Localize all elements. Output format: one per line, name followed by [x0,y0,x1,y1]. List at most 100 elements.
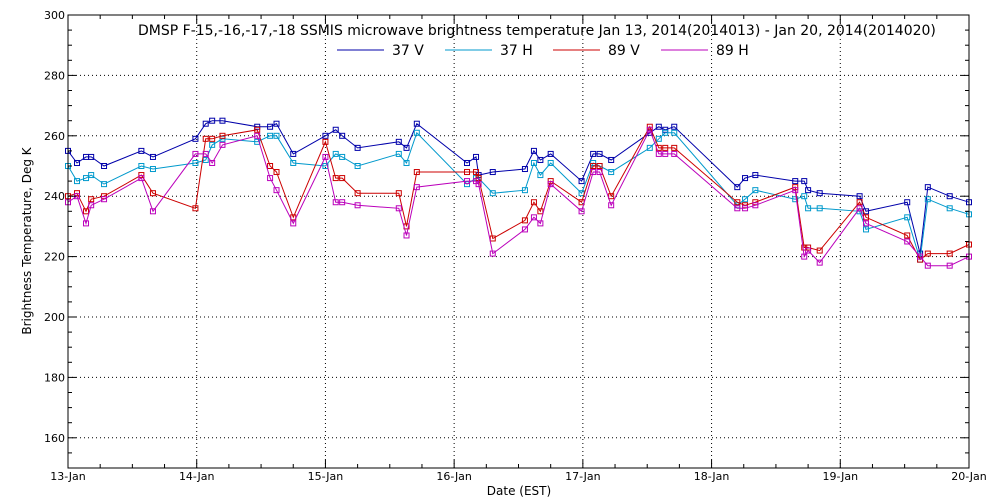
data-point [403,232,410,239]
data-point [322,153,329,160]
data-point [413,169,420,176]
data-point [734,184,741,191]
data-point [267,123,274,130]
data-point [219,117,226,124]
data-point [209,135,216,142]
data-point [946,205,953,212]
y-tick-label: 280 [44,69,65,82]
data-point [202,120,209,127]
data-point [801,193,808,200]
data-point [273,132,280,139]
data-point [267,132,274,139]
data-point [856,199,863,206]
data-point [547,150,554,157]
data-point [101,163,108,169]
data-point [322,132,329,139]
data-point [742,196,749,203]
data-point [149,153,156,160]
data-point [521,166,528,173]
legend-entry: 37 V [337,43,424,59]
data-point [202,135,209,142]
data-point [254,138,261,145]
data-point [290,220,297,227]
data-point [149,166,156,173]
data-point [209,141,216,148]
data-point [917,253,924,260]
data-point [219,141,226,148]
data-point [590,150,597,157]
data-point [395,150,402,157]
data-point [413,184,420,191]
data-point [332,126,339,133]
data-point [734,199,741,206]
data-point [856,193,863,200]
legend-entry: 89 H [661,43,749,59]
series-89-h [65,126,972,269]
data-point [590,163,597,169]
data-point [904,232,911,239]
data-point [254,126,261,133]
data-point [578,208,585,215]
y-tick-label: 200 [44,311,65,324]
x-tick-label: 18-Jan [694,470,730,483]
data-point [646,144,653,151]
data-point [801,244,808,251]
legend: 37 V 37 H 89 V 89 H [337,43,749,59]
y-tick-label: 240 [44,190,65,203]
data-point [655,135,662,142]
data-point [946,193,953,200]
data-point [74,178,81,185]
data-point [805,247,812,254]
data-point [254,123,261,130]
legend-entry: 89 V [553,43,640,59]
data-point [537,208,544,215]
data-point [273,187,280,194]
data-point [792,178,799,185]
data-point [578,178,585,185]
data-point [655,150,662,157]
data-point [734,205,741,212]
series-line [67,125,970,261]
data-point [267,175,274,182]
data-point [464,169,471,176]
series-37-v [65,117,972,257]
data-point [752,187,759,194]
data-point [413,120,420,127]
data-point [489,169,496,176]
data-point [608,169,615,176]
x-tick-label: 14-Jan [179,470,215,483]
data-point [138,147,145,154]
data-point [88,172,95,179]
data-point [537,172,544,179]
data-point [354,202,361,209]
data-point [530,159,537,166]
data-point [339,175,346,182]
data-point [354,163,361,169]
data-point [83,220,90,227]
data-point [608,193,615,200]
data-point [904,238,911,245]
x-tick-label: 13-Jan [50,470,86,483]
data-point [273,120,280,127]
legend-entry: 37 H [445,43,533,59]
data-point [354,144,361,151]
x-tick-label: 20-Jan [951,470,987,483]
data-point [646,126,653,133]
data-point [946,250,953,257]
data-point [530,214,537,221]
tick-labels: 13-Jan 14-Jan 15-Jan 16-Jan 17-Jan 18-Jan 19-J… [44,9,987,483]
data-point [521,217,528,224]
data-point [655,123,662,130]
data-point [101,181,108,188]
data-point [792,196,799,203]
data-point [742,175,749,182]
data-point [464,159,471,166]
data-point [662,150,669,157]
data-point [219,132,226,139]
legend-label: 89 V [608,43,640,59]
data-point [464,178,471,185]
data-point [209,117,216,124]
data-point [83,208,90,215]
